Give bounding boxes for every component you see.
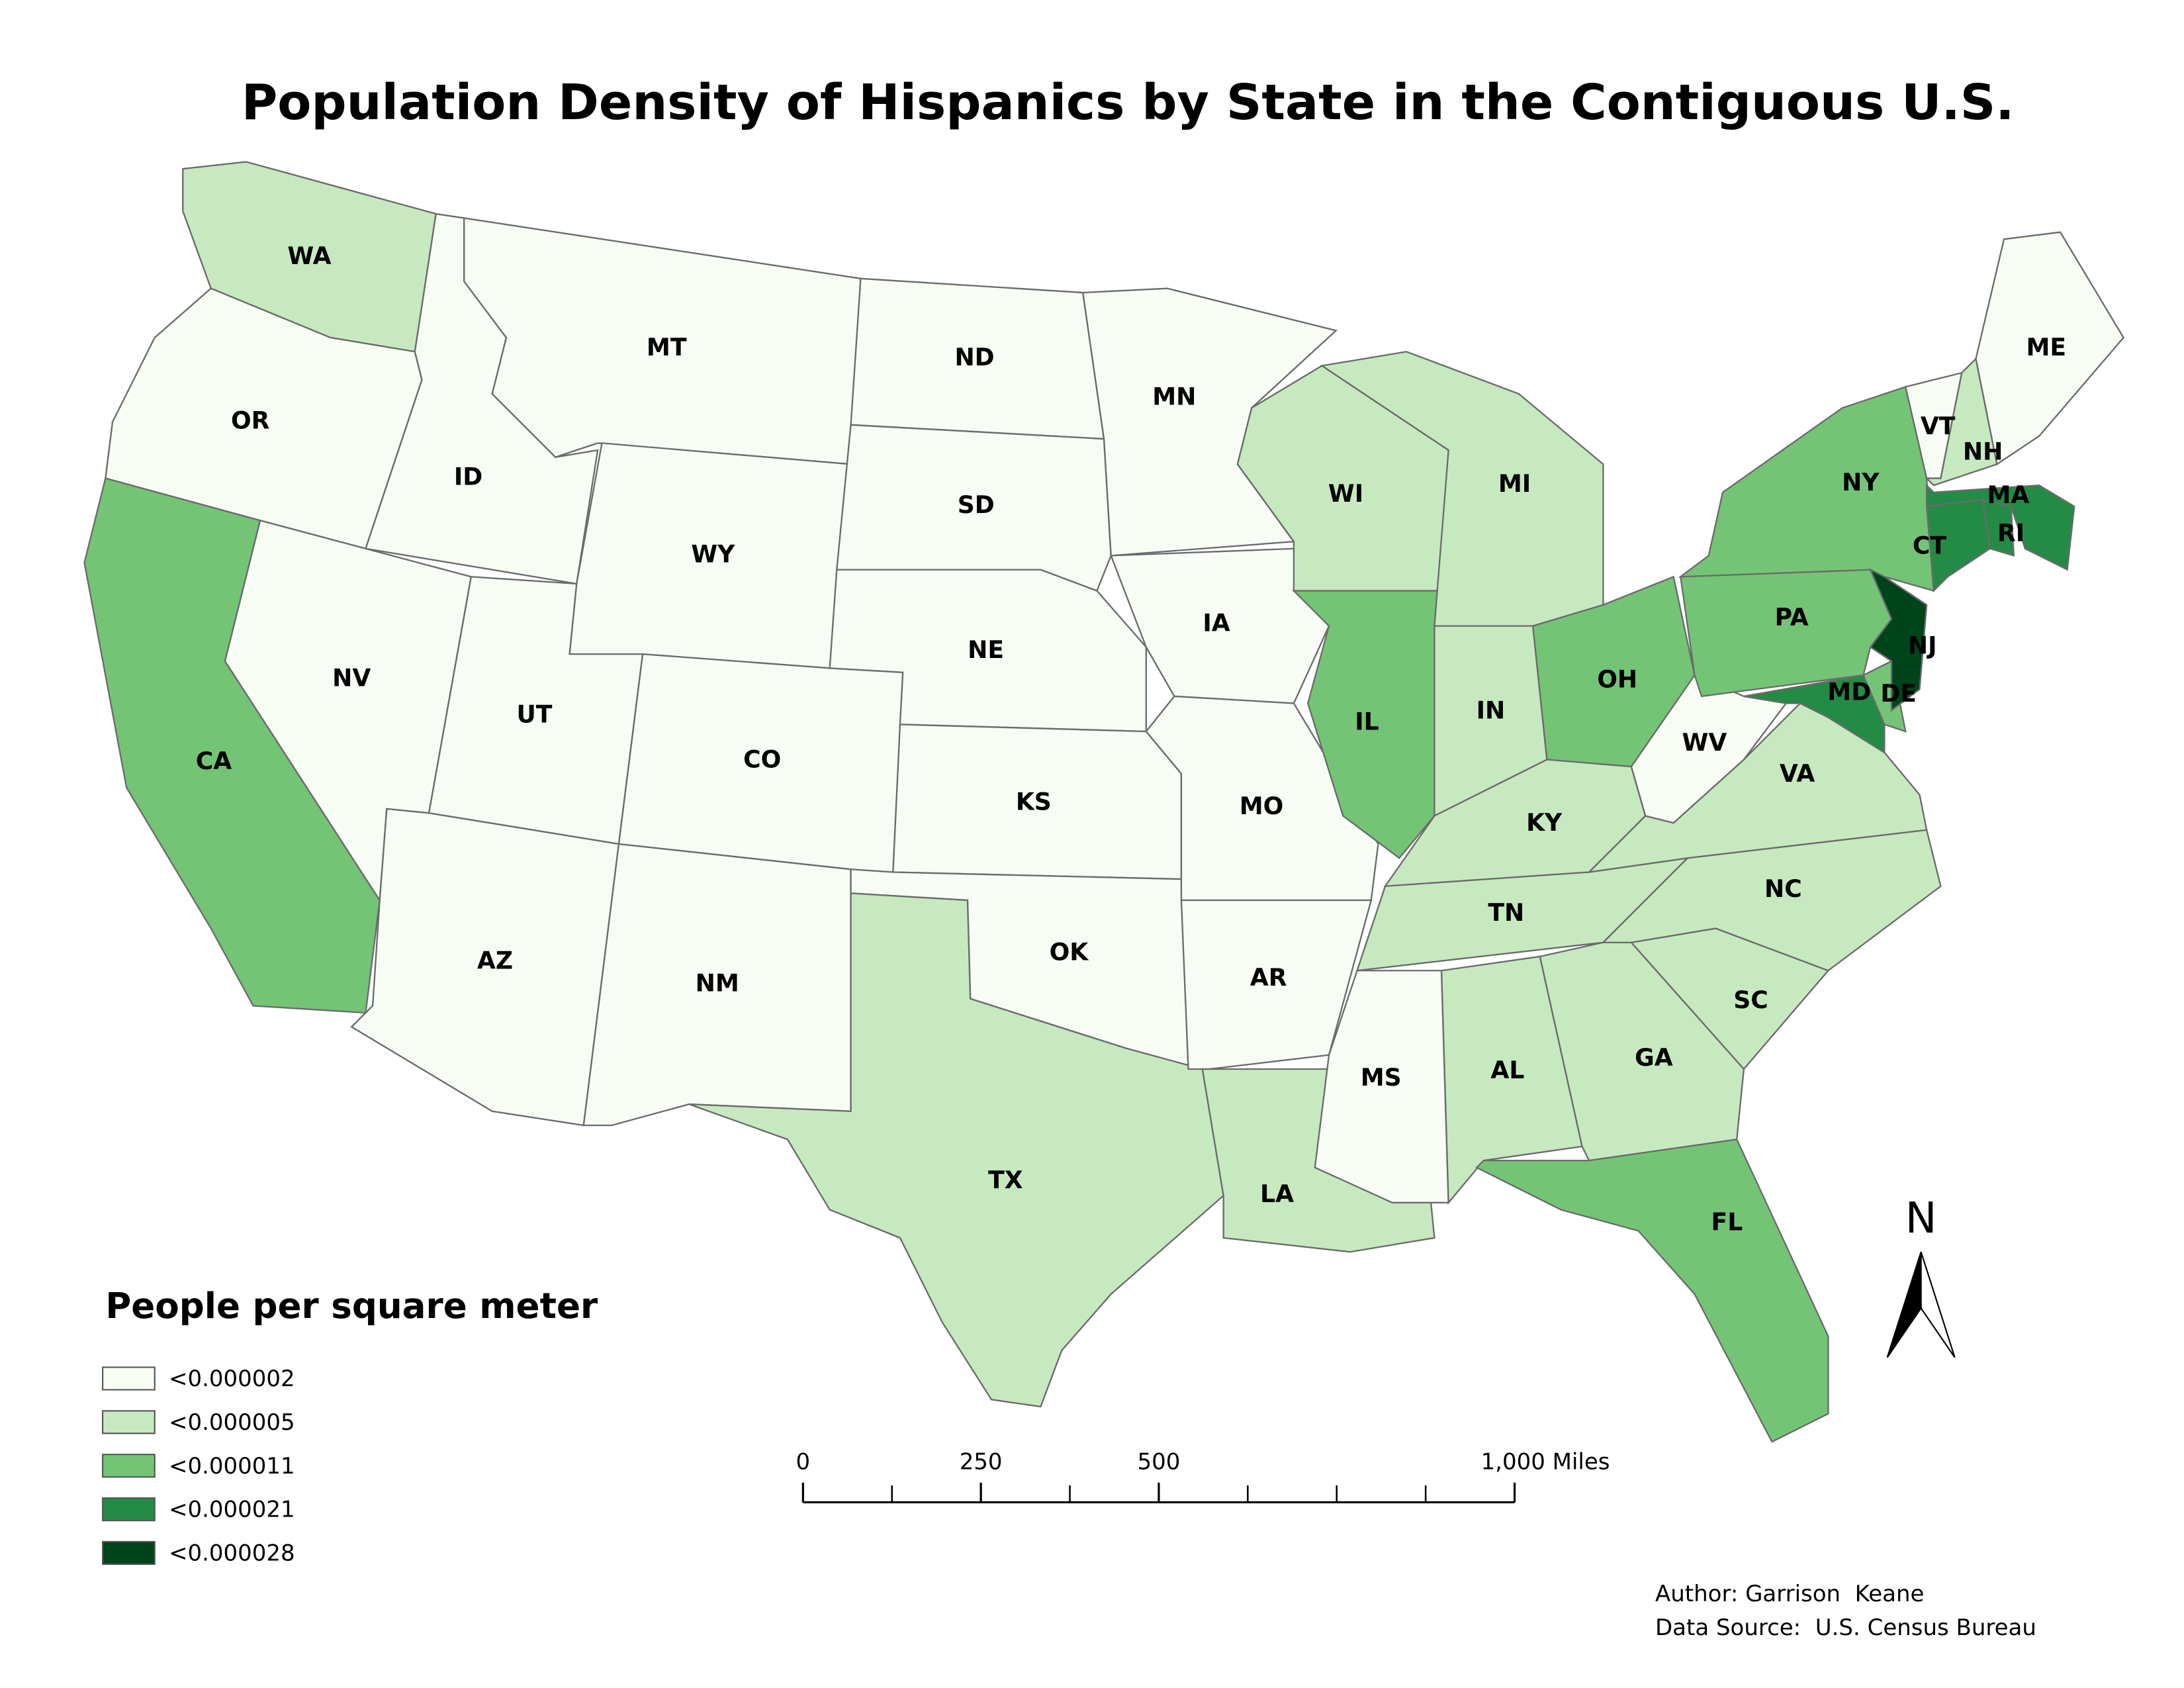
state-label: AR (1250, 963, 1287, 992)
state-label: NM (696, 968, 739, 997)
legend-label: <0.000021 (169, 1497, 295, 1523)
state-label: MD (1827, 678, 1871, 706)
state-label: ME (2026, 333, 2066, 361)
state-label: CO (743, 745, 781, 774)
scale-label: 250 (960, 1448, 1003, 1475)
state-label: WI (1328, 479, 1363, 508)
state-label: AL (1490, 1056, 1524, 1084)
state-label: OK (1050, 938, 1090, 966)
state (688, 892, 1224, 1408)
map-title: Population Density of Hispanics by State… (242, 73, 2015, 131)
states (83, 161, 2125, 1443)
state-label: OH (1597, 665, 1637, 694)
state-label: WV (1682, 728, 1727, 757)
scale-label: 1,000 Miles (1481, 1448, 1610, 1475)
legend-swatch (102, 1366, 156, 1391)
state-label: NY (1842, 468, 1880, 496)
state-label: IN (1477, 696, 1506, 724)
state-label: WY (691, 539, 735, 568)
state-label: SD (958, 491, 995, 519)
state-label: MN (1152, 382, 1196, 410)
state-label: DE (1880, 679, 1917, 708)
author: Author: Garrison Keane (1655, 1581, 1924, 1607)
state-label: WA (287, 242, 331, 270)
arrow-right (1920, 1251, 1956, 1358)
state-labels: WA OR CA ID NV MT WY UT AZ CO NM ND SD NE KS OK TX MN IA MO… (196, 242, 2066, 1237)
state-label: TN (1488, 898, 1524, 927)
state-label: NH (1963, 437, 2003, 465)
state (1975, 231, 2125, 466)
state-label: MO (1240, 792, 1284, 820)
legend-label: <0.000011 (169, 1453, 295, 1479)
legend-label: <0.000028 (169, 1540, 295, 1567)
legend-title: People per square meter (105, 1286, 598, 1327)
state-label: OR (231, 406, 270, 435)
state-label: NJ (1908, 632, 1937, 660)
state (1475, 1138, 1829, 1443)
state-label: CT (1913, 532, 1947, 560)
state-label: ND (954, 343, 994, 371)
data-source: Data Source: U.S. Census Bureau (1655, 1615, 2036, 1641)
legend-label: <0.000005 (169, 1409, 295, 1436)
state-label: TX (988, 1166, 1023, 1194)
state-label: RI (1997, 519, 2025, 547)
state-label: UT (516, 700, 552, 729)
legend-label: <0.000002 (169, 1366, 295, 1392)
state (1868, 568, 1928, 712)
scale-label: 0 (796, 1448, 811, 1475)
state-label: IA (1203, 609, 1230, 637)
state-label: KY (1526, 808, 1563, 837)
legend-swatch (102, 1497, 156, 1522)
state-label: ID (454, 463, 482, 491)
state-label: KS (1016, 787, 1052, 816)
legend-swatch (102, 1410, 156, 1434)
state-label: MI (1498, 469, 1531, 498)
state-label: FL (1711, 1208, 1743, 1237)
north-arrow: N (1886, 1194, 1956, 1358)
state-label: VA (1780, 759, 1815, 788)
state-label: MA (1987, 481, 2029, 509)
state (1925, 483, 2075, 571)
state-label: NE (968, 635, 1004, 664)
legend: <0.000002 <0.000005 <0.000011 <0.000021 <0.0… (102, 1366, 295, 1567)
state-label: MT (647, 333, 687, 361)
state-label: MS (1361, 1063, 1402, 1092)
state-label: NC (1764, 874, 1802, 903)
state-label: IL (1355, 707, 1379, 735)
state (1440, 955, 1583, 1205)
state-label: NV (332, 663, 371, 692)
legend-swatch (102, 1540, 156, 1566)
state-label: GA (1635, 1043, 1673, 1072)
scale-bar: 0 250 500 1,000 Miles (796, 1448, 1610, 1504)
state-label: CA (196, 747, 232, 775)
legend-swatch (102, 1454, 156, 1478)
state-label: VT (1921, 412, 1956, 440)
state-label: PA (1775, 603, 1809, 632)
state-label: SC (1733, 986, 1768, 1014)
state-label: AZ (477, 946, 513, 974)
north-label: N (1905, 1194, 1937, 1243)
state-label: LA (1260, 1180, 1294, 1208)
scale-label: 500 (1137, 1448, 1180, 1475)
state (1180, 899, 1373, 1070)
